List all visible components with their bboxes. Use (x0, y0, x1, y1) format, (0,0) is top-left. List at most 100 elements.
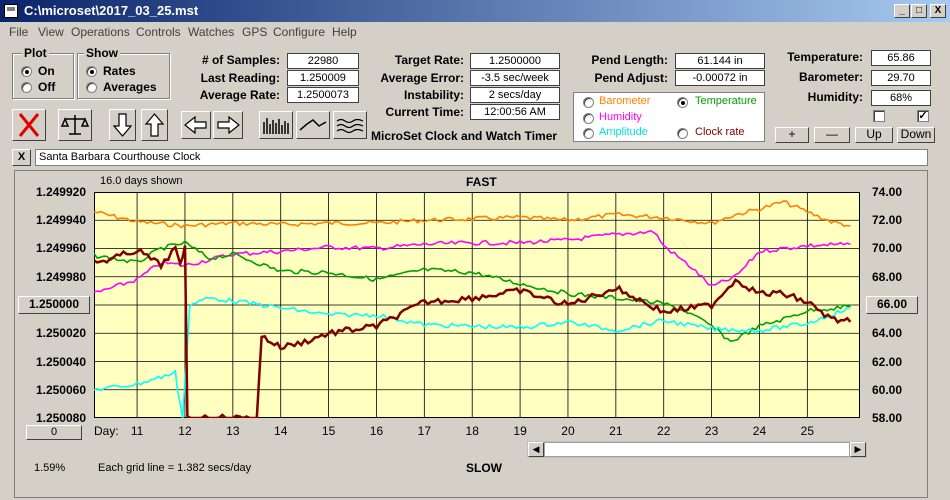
option-checkbox-1[interactable] (873, 110, 885, 122)
y-right-tick: 58.00 (872, 411, 903, 425)
balance-button[interactable] (58, 109, 92, 141)
x-tick-label: 16 (369, 424, 384, 438)
plot-on-label[interactable]: On (38, 64, 55, 78)
scroll-right-button[interactable]: ▶ (850, 442, 866, 457)
clock-name-input[interactable]: Santa Barbara Courthouse Clock (35, 149, 928, 166)
x-tick-label: 18 (465, 424, 479, 438)
menu-watches[interactable]: Watches (188, 25, 235, 39)
plot-off-label[interactable]: Off (38, 80, 56, 94)
instability-label: Instability: (403, 88, 464, 102)
y-left-tick: 1.249960 (35, 241, 86, 255)
line-graph-button[interactable] (296, 111, 330, 139)
humidity-channel-label[interactable]: Humidity (599, 111, 642, 123)
minimize-button[interactable]: _ (894, 4, 910, 18)
pend-length-label: Pend Length: (591, 53, 668, 67)
menu-help[interactable]: Help (332, 25, 357, 39)
temperature-value: 65.86 (871, 50, 931, 66)
show-rates-label[interactable]: Rates (103, 64, 136, 78)
maximize-button[interactable]: □ (911, 4, 927, 18)
plot-on-radio[interactable] (21, 66, 32, 77)
arrow-up-icon (144, 113, 165, 137)
x-tick-label: 13 (226, 424, 240, 438)
menu-operations[interactable]: Operations (71, 25, 130, 39)
option-checkbox-2[interactable]: ✓ (917, 110, 929, 122)
plot-group-title: Plot (22, 46, 49, 60)
clock-rate-channel-label[interactable]: Clock rate (695, 126, 745, 138)
app-caption: MicroSet Clock and Watch Timer (371, 129, 558, 143)
barometer-channel-label[interactable]: Barometer (599, 95, 651, 107)
arrow-down-button[interactable] (109, 109, 136, 141)
barometer-radio[interactable] (583, 97, 594, 108)
rate-plot[interactable] (94, 192, 860, 418)
amplitude-radio[interactable] (583, 128, 594, 139)
plot-off-radio[interactable] (21, 82, 32, 93)
scroll-thumb[interactable] (544, 442, 850, 457)
last-reading-value: 1.250009 (287, 70, 359, 86)
right-value-button[interactable]: 66.00 (866, 296, 918, 314)
show-rates-radio[interactable] (86, 66, 97, 77)
plus-button[interactable]: + (775, 127, 809, 143)
average-rate-value: 1.2500073 (287, 87, 359, 103)
x-tick-label: 11 (130, 424, 144, 438)
x-tick-label: 19 (513, 424, 527, 438)
minus-button[interactable]: — (814, 127, 850, 143)
horizontal-scrollbar[interactable]: ◀ ▶ (527, 441, 867, 458)
menu-view[interactable]: View (38, 25, 64, 39)
average-error-value: -3.5 sec/week (470, 70, 560, 86)
x-tick-label: 17 (417, 424, 431, 438)
y-right-tick: 68.00 (872, 270, 903, 284)
days-shown: 16.0 days shown (100, 175, 183, 187)
grid-note: Each grid line = 1.382 secs/day (98, 462, 252, 474)
close-window-button[interactable]: X (930, 4, 946, 18)
menu-gps[interactable]: GPS (242, 25, 268, 39)
wave-graph-button[interactable] (333, 111, 367, 139)
series-line-barometer (94, 200, 851, 229)
down-button[interactable]: Down (897, 127, 935, 143)
average-rate-label: Average Rate: (199, 88, 280, 102)
y-left-tick: 1.250060 (35, 383, 86, 397)
humidity-radio[interactable] (583, 113, 594, 124)
x-tick-label: 14 (274, 424, 288, 438)
plot-grid (94, 192, 860, 418)
arrow-right-button[interactable] (213, 111, 243, 139)
bar-graph-button[interactable] (259, 111, 293, 139)
left-value-button[interactable]: 1.250000 (18, 296, 90, 314)
window-title: C:\microset\2017_03_25.mst (24, 3, 199, 18)
x-tick-label: 25 (800, 424, 814, 438)
barometer-value: 29.70 (871, 70, 931, 86)
scroll-left-button[interactable]: ◀ (528, 442, 544, 457)
title-bar[interactable]: C:\microset\2017_03_25.mst _ □ X (0, 0, 950, 22)
y-left-tick: 1.249940 (35, 213, 86, 227)
humidity-label: Humidity: (807, 90, 863, 104)
arrow-right-icon (217, 115, 240, 135)
stop-x-icon (18, 113, 40, 137)
amplitude-channel-label[interactable]: Amplitude (599, 126, 648, 138)
zero-button[interactable]: 0 (26, 425, 82, 440)
temperature-radio[interactable] (677, 97, 688, 108)
arrow-left-icon (184, 115, 207, 135)
x-tick-label: 20 (561, 424, 575, 438)
up-button[interactable]: Up (855, 127, 893, 143)
current-time-label: Current Time: (385, 105, 464, 119)
pend-length-value: 61.144 in (675, 53, 765, 69)
menu-controls[interactable]: Controls (136, 25, 181, 39)
arrow-up-button[interactable] (141, 109, 168, 141)
clear-clock-name-button[interactable]: X (12, 149, 31, 166)
menu-file[interactable]: File (9, 25, 29, 39)
show-averages-radio[interactable] (86, 82, 97, 93)
series-line-clock-rate (94, 244, 852, 418)
series-line-temperature (94, 240, 851, 343)
balance-scale-icon (60, 115, 90, 135)
x-tick-label: 15 (321, 424, 336, 438)
samples-label: # of Samples: (201, 53, 280, 67)
y-left-tick: 1.250020 (35, 326, 86, 340)
temperature-channel-label[interactable]: Temperature (695, 95, 757, 107)
line-graph-icon (299, 119, 327, 131)
clock-rate-radio[interactable] (677, 128, 688, 139)
humidity-value: 68% (871, 90, 931, 106)
arrow-left-button[interactable] (181, 111, 211, 139)
show-averages-label[interactable]: Averages (103, 80, 157, 94)
slow-label: SLOW (466, 461, 502, 475)
menu-configure[interactable]: Configure (273, 25, 326, 39)
stop-button[interactable] (12, 109, 46, 141)
